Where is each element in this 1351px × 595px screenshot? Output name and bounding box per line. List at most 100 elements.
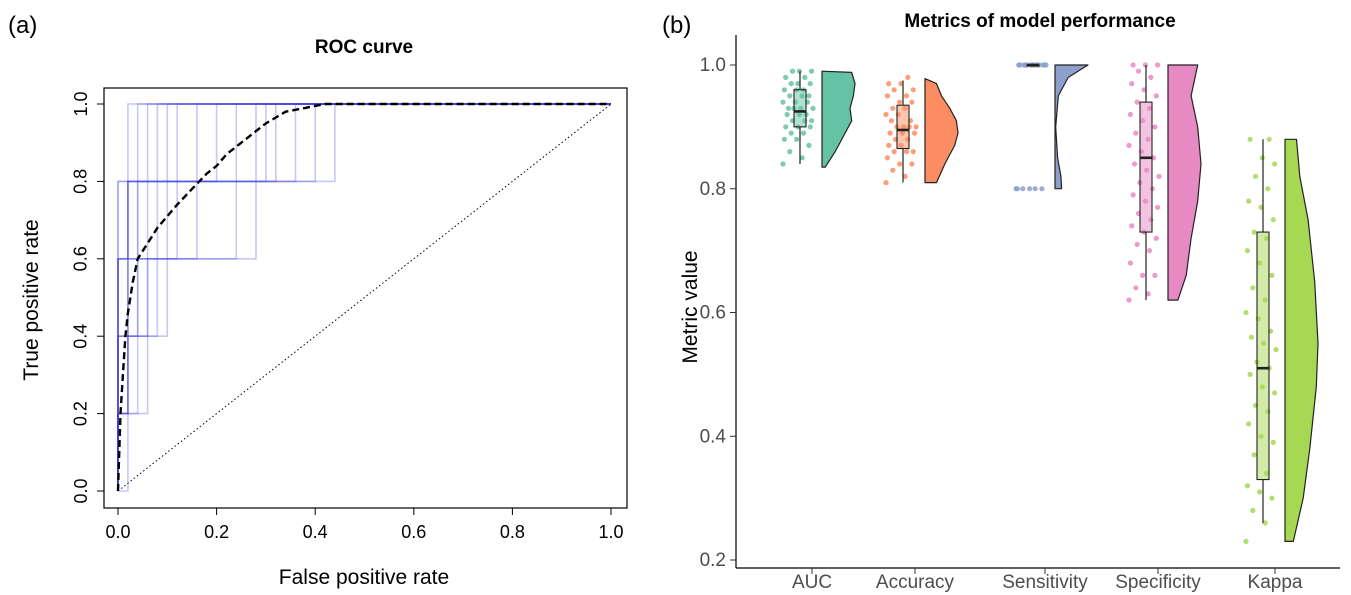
- roc-resample-curve: [117, 103, 611, 491]
- metrics-data-point: [1252, 173, 1259, 179]
- metrics-data-point: [1131, 161, 1138, 167]
- metrics-data-point: [897, 161, 903, 167]
- metrics-title: Metrics of model performance: [904, 11, 1175, 32]
- metrics-data-point: [1152, 124, 1158, 130]
- metrics-data-point: [785, 105, 792, 111]
- metrics-data-point: [780, 161, 786, 167]
- metrics-data-point: [1153, 235, 1159, 241]
- metrics-data-point: [891, 149, 897, 155]
- metrics-data-point: [1269, 272, 1275, 278]
- metrics-data-point: [1127, 260, 1133, 266]
- metrics-data-point: [799, 155, 805, 161]
- roc-resample-curve: [117, 103, 611, 491]
- metrics-data-point: [810, 105, 816, 111]
- metrics-data-point: [784, 111, 790, 118]
- metrics-x-tick-label: Accuracy: [876, 572, 955, 593]
- metrics-data-point: [1246, 421, 1252, 427]
- metrics-data-point: [806, 142, 812, 148]
- panel-b: (b) Metrics of model performance 0.20.40…: [662, 11, 1340, 593]
- metrics-y-tick-label: 0.4: [700, 426, 727, 447]
- metrics-data-point: [789, 68, 796, 74]
- metrics-data-point: [788, 81, 794, 87]
- metrics-data-point: [909, 161, 915, 167]
- metrics-data-point: [1130, 62, 1136, 68]
- metrics-x-tick-label: AUC: [792, 572, 832, 593]
- metrics-data-point: [783, 124, 789, 130]
- metrics-data-point: [1250, 285, 1256, 291]
- metrics-data-point: [1153, 93, 1159, 99]
- metrics-data-point: [1155, 62, 1161, 68]
- metrics-data-point: [1270, 217, 1276, 223]
- metrics-data-point: [903, 149, 910, 155]
- metrics-data-point: [780, 99, 786, 105]
- metrics-data-point: [1129, 81, 1135, 87]
- roc-resample-curve: [117, 103, 611, 491]
- roc-y-tick-label: 0.6: [71, 246, 91, 271]
- metrics-data-point: [1248, 334, 1255, 340]
- roc-resample-curve: [117, 103, 611, 491]
- metrics-box: [1139, 101, 1153, 233]
- metrics-data-point: [1156, 173, 1162, 179]
- metrics-data-point: [783, 74, 789, 80]
- metrics-data-point: [1133, 285, 1139, 291]
- roc-resample-curve: [117, 103, 611, 491]
- metrics-box: [793, 89, 807, 128]
- metrics-data-point: [1244, 248, 1250, 254]
- metrics-data-point: [1135, 68, 1142, 74]
- metrics-data-point: [1020, 186, 1026, 192]
- roc-y-tick-label: 0.2: [71, 401, 91, 426]
- metrics-data-point: [1140, 272, 1146, 278]
- metrics-data-point: [809, 68, 815, 74]
- metrics-half-violin: [821, 70, 856, 168]
- metrics-data-point: [1258, 204, 1264, 210]
- metrics-data-point: [800, 130, 807, 136]
- metrics-plot-area: 0.2 0.4 0.6 0.8 1.0 AUC Accuracy Sensitivity Spe…: [700, 35, 1340, 593]
- metrics-data-point: [1126, 142, 1132, 148]
- metrics-data-point: [1273, 347, 1279, 353]
- metrics-data-point: [903, 93, 910, 99]
- metrics-data-point: [1032, 186, 1038, 192]
- metrics-data-point: [1266, 136, 1272, 142]
- metrics-ylabel: Metric value: [679, 250, 702, 363]
- metrics-data-point: [1141, 87, 1147, 93]
- metrics-data-point: [1039, 186, 1045, 192]
- metrics-data-point: [1126, 297, 1132, 303]
- roc-x-tick-label: 1.0: [598, 522, 623, 542]
- metrics-data-point: [1250, 507, 1256, 514]
- metrics-data-point: [1244, 483, 1250, 489]
- metrics-data-point: [1014, 186, 1021, 192]
- metrics-data-point: [1152, 272, 1158, 278]
- roc-y-tick-label: 1.0: [71, 91, 91, 116]
- metrics-data-point: [883, 180, 889, 186]
- roc-resample-curve: [117, 103, 611, 491]
- roc-ylabel: True positive rate: [20, 219, 43, 380]
- metrics-data-point: [898, 81, 904, 87]
- metrics-data-point: [883, 111, 889, 118]
- metrics-box: [896, 104, 910, 150]
- metrics-data-point: [1257, 489, 1263, 495]
- roc-x-tick-label: 0.4: [303, 522, 328, 542]
- panel-a-label: (a): [8, 12, 37, 39]
- metrics-data-point: [890, 105, 896, 111]
- roc-x-tick-label: 0.2: [204, 522, 229, 542]
- metrics-data-point: [1265, 186, 1271, 192]
- metrics-data-point: [1272, 161, 1278, 167]
- roc-resample-curve: [117, 103, 611, 491]
- metrics-data-point: [1247, 371, 1253, 377]
- metrics-half-violin: [1167, 64, 1202, 301]
- metrics-data-point: [1043, 62, 1049, 68]
- roc-resample-curve: [118, 103, 611, 492]
- metrics-data-point: [787, 93, 793, 99]
- metrics-data-point: [887, 130, 893, 136]
- roc-x-tick-label: 0.0: [105, 522, 130, 542]
- metrics-data-point: [1251, 452, 1257, 458]
- metrics-data-point: [1247, 136, 1253, 142]
- metrics-data-point: [1246, 198, 1252, 204]
- metrics-data-point: [890, 167, 896, 173]
- metrics-data-point: [913, 124, 919, 130]
- metrics-data-point: [1130, 192, 1136, 198]
- metrics-data-point: [795, 81, 801, 87]
- roc-x-tick-label: 0.8: [500, 522, 525, 542]
- metrics-data-point: [910, 149, 916, 155]
